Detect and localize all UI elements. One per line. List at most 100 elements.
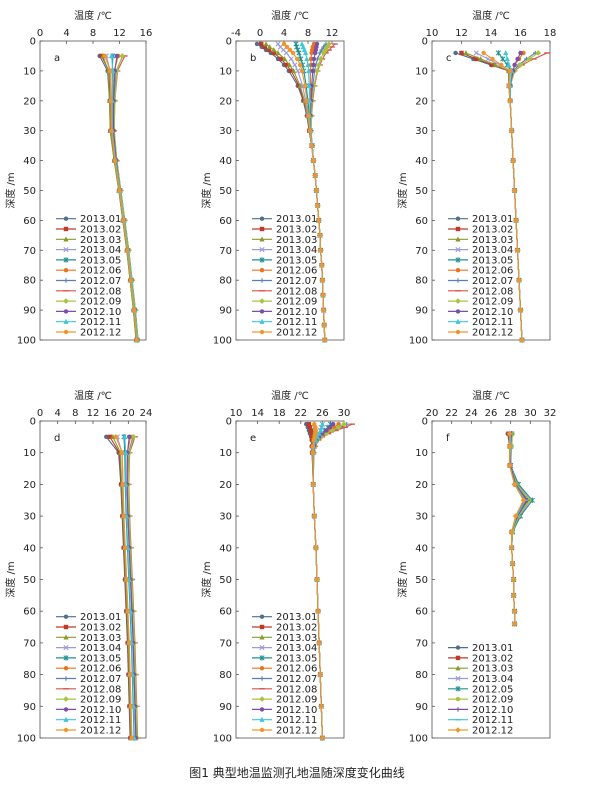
legend-marker — [259, 634, 265, 640]
legend-label: 2013.03 — [472, 664, 513, 675]
legend-marker — [259, 676, 265, 681]
y-tick-label: 50 — [219, 186, 232, 197]
data-point — [320, 735, 325, 741]
x-tick-label: 0 — [37, 28, 43, 39]
data-point — [262, 44, 267, 50]
data-point — [316, 640, 322, 646]
data-point — [109, 128, 114, 133]
legend-label: 2012.10 — [472, 705, 513, 716]
data-point — [259, 41, 264, 47]
y-tick-label: 60 — [23, 216, 36, 227]
data-point — [119, 450, 125, 455]
y-tick-label: 30 — [415, 512, 428, 523]
data-point — [278, 56, 284, 62]
data-point — [306, 421, 312, 427]
legend-label: 2013.04 — [472, 245, 513, 256]
data-point — [535, 50, 541, 56]
legend-label: 2012.10 — [80, 705, 121, 716]
x-tick-label: 16 — [140, 28, 153, 39]
legend-marker — [63, 614, 69, 619]
legend-label: 2012.06 — [80, 664, 121, 675]
legend-marker — [63, 278, 69, 283]
x-tick-label: 14 — [485, 28, 498, 39]
data-point — [114, 53, 120, 59]
data-point — [282, 56, 288, 62]
legend-label: 2012.07 — [472, 276, 513, 287]
data-point — [275, 50, 281, 56]
legend-label: 2012.08 — [276, 684, 317, 695]
data-point — [311, 437, 316, 443]
figure-caption: 图1 典型地温监测孔地温随深度变化曲线 — [189, 766, 405, 780]
legend-label: 2012.12 — [80, 726, 121, 737]
x-tick-label: 10 — [426, 28, 439, 39]
x-tick-label: 4 — [63, 28, 69, 39]
legend-marker — [455, 278, 461, 283]
data-point — [307, 128, 312, 133]
x-tick-label: 12 — [87, 408, 100, 419]
legend-label: 2012.09 — [276, 297, 317, 308]
y-tick-label: 70 — [23, 638, 36, 649]
legend-marker — [63, 329, 69, 335]
y-tick-label: 70 — [219, 246, 232, 257]
y-tick-label: 30 — [219, 126, 232, 137]
x-tick-label: 4 — [54, 408, 60, 419]
legend: 2013.012013.022013.032013.042013.052012.… — [56, 214, 121, 339]
data-point — [511, 481, 518, 488]
y-tick-label: 80 — [219, 276, 232, 287]
y-tick-label: 0 — [30, 37, 36, 48]
data-point — [508, 545, 515, 551]
legend-marker — [455, 329, 461, 335]
y-tick-label: 90 — [23, 702, 36, 713]
x-axis-title: 温度 /℃ — [271, 389, 309, 402]
legend: 2013.012013.022013.032013.042013.052012.… — [448, 214, 513, 339]
x-axis-title: 温度 /℃ — [472, 9, 510, 22]
data-point — [324, 44, 330, 50]
y-tick-label: 20 — [23, 480, 36, 491]
panel-f: 20 22 24 26 28 30 32 0 10 20 30 40 50 60 70 80 90 100 温度 /… — [396, 389, 556, 745]
legend-marker — [455, 665, 461, 671]
data-point — [315, 609, 321, 614]
y-tick-label: 60 — [23, 607, 36, 618]
legend-marker — [455, 226, 461, 232]
data-point — [122, 434, 128, 440]
legend: 2013.012013.022013.032013.042012.052012.… — [448, 643, 513, 737]
legend-label: 2012.11 — [472, 715, 513, 726]
panel-a: 0 4 8 12 16 0 10 20 30 40 50 60 70 80 90 100 温度 /℃ 深度 /m a… — [4, 9, 152, 347]
data-point — [120, 482, 126, 487]
data-point — [131, 307, 137, 313]
data-point — [312, 513, 317, 519]
data-point — [102, 53, 108, 59]
legend-label: 2012.12 — [276, 328, 317, 339]
y-tick-label: 40 — [23, 543, 36, 554]
data-point — [281, 41, 287, 47]
legend-marker — [455, 675, 461, 682]
data-point — [495, 50, 501, 56]
data-point — [315, 203, 320, 208]
data-point — [127, 640, 132, 646]
data-point — [341, 421, 347, 427]
legend-label: 2012.06 — [276, 664, 317, 675]
data-point — [513, 218, 519, 223]
x-tick-label: -4 — [231, 28, 241, 39]
data-point — [295, 68, 301, 74]
panel-letter: d — [54, 433, 60, 444]
data-point — [473, 50, 479, 56]
data-point — [321, 307, 326, 313]
data-point — [327, 425, 333, 430]
data-point — [310, 68, 315, 74]
x-axis-title: 温度 /℃ — [271, 9, 309, 22]
y-tick-label: 70 — [219, 638, 232, 649]
data-point — [318, 672, 323, 677]
data-point — [303, 50, 309, 56]
y-tick-label: 50 — [23, 575, 36, 586]
legend-marker — [455, 298, 461, 304]
x-axis-title: 温度 /℃ — [74, 9, 112, 22]
data-point — [310, 444, 315, 449]
data-point — [127, 434, 132, 440]
panel-letter: e — [250, 433, 256, 444]
legend-marker — [455, 268, 461, 273]
legend-marker — [455, 318, 461, 324]
y-axis-title: 深度 /m — [396, 172, 409, 208]
data-point — [490, 62, 495, 68]
x-tick-label: 18 — [273, 408, 286, 419]
